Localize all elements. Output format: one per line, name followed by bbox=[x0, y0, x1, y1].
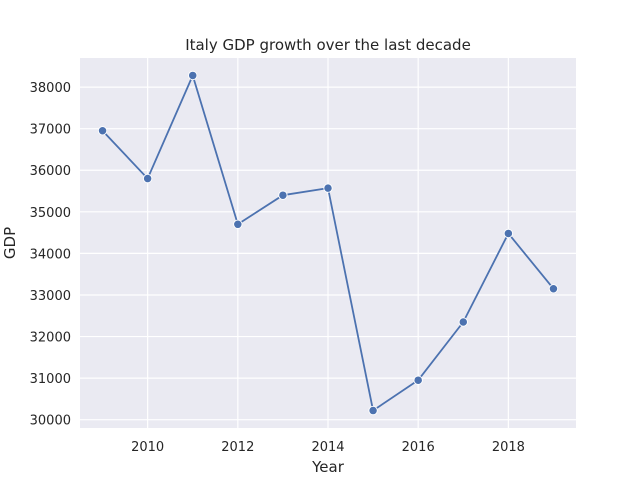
y-tick-label: 30000 bbox=[30, 414, 71, 429]
data-point bbox=[97, 126, 108, 136]
y-tick-label: 33000 bbox=[30, 289, 71, 304]
chart-title: Italy GDP growth over the last decade bbox=[185, 36, 471, 54]
y-tick-label: 38000 bbox=[30, 81, 71, 96]
x-tick-label: 2016 bbox=[402, 440, 435, 455]
grid-lines bbox=[80, 58, 576, 428]
data-point bbox=[458, 317, 468, 327]
data-point bbox=[548, 284, 559, 294]
x-tick-label: 2018 bbox=[492, 440, 525, 455]
x-tick-label: 2010 bbox=[131, 440, 164, 455]
data-point bbox=[413, 375, 423, 385]
data-point bbox=[188, 70, 198, 81]
y-tick-label: 35000 bbox=[30, 206, 71, 221]
y-tick-label: 32000 bbox=[30, 331, 71, 346]
x-axis-ticks: 2010 2012 2014 2016 2018 bbox=[131, 440, 525, 455]
series-group bbox=[97, 70, 559, 416]
data-point bbox=[503, 228, 514, 239]
x-tick-label: 2012 bbox=[221, 440, 254, 455]
y-axis-label: GDP bbox=[1, 227, 19, 259]
y-tick-label: 34000 bbox=[30, 247, 71, 262]
x-tick-label: 2014 bbox=[311, 440, 344, 455]
data-point bbox=[278, 190, 288, 200]
x-axis-label: Year bbox=[311, 458, 345, 476]
data-point bbox=[368, 405, 378, 416]
y-tick-label: 31000 bbox=[30, 372, 71, 387]
data-point bbox=[323, 183, 333, 193]
data-point bbox=[142, 173, 153, 184]
data-point bbox=[233, 219, 243, 229]
y-tick-label: 37000 bbox=[30, 123, 71, 138]
y-tick-label: 36000 bbox=[30, 164, 71, 179]
y-axis-ticks: 30000 31000 32000 33000 34000 35000 36000 37000… bbox=[30, 81, 71, 429]
